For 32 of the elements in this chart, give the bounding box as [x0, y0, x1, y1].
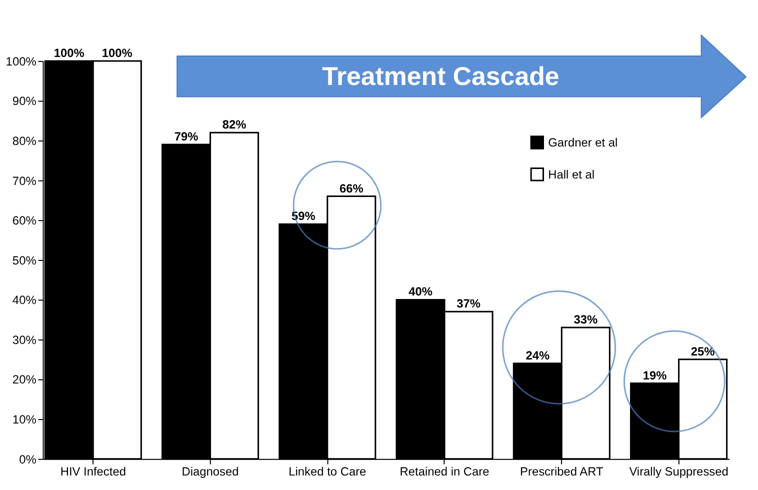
y-tick-label: 60% — [12, 214, 37, 228]
annotation: Treatment Cascade — [322, 62, 560, 91]
y-tick-label: 80% — [12, 134, 37, 148]
data-label: 40% — [408, 284, 433, 299]
x-tick-label: Virally Suppressed — [629, 464, 728, 478]
data-label: 25% — [690, 344, 716, 358]
y-tick-label: 40% — [12, 293, 37, 308]
y-tick-label: 10% — [12, 412, 37, 427]
data-label: 100% — [54, 46, 85, 60]
data-label: 19% — [642, 368, 668, 382]
y-tick-label: 50% — [12, 253, 37, 268]
data-label: 33% — [574, 312, 598, 327]
data-label: 79% — [174, 130, 199, 144]
data-label: 24% — [526, 348, 550, 362]
y-tick-label: 0% — [19, 452, 37, 466]
legend-label: Hall et al — [548, 167, 594, 182]
x-tick-label: Diagnosed — [182, 464, 239, 478]
data-label: 82% — [222, 118, 247, 132]
y-tick-label: 20% — [12, 372, 37, 387]
y-tick-label: 90% — [12, 94, 37, 108]
data-label: 66% — [339, 181, 364, 196]
x-tick-label: HIV Infected — [60, 464, 126, 478]
y-tick-label: 70% — [12, 174, 37, 188]
data-label: 59% — [291, 209, 316, 224]
y-tick-label: 30% — [12, 332, 37, 347]
legend-label: Gardner et al — [548, 136, 618, 150]
data-label: 100% — [102, 46, 133, 60]
x-tick-label: Retained in Care — [400, 464, 490, 478]
y-tick-label: 100% — [6, 54, 37, 68]
x-tick-label: Prescribed ART — [520, 464, 604, 478]
data-label: 37% — [456, 296, 481, 311]
x-tick-label: Linked to Care — [288, 464, 367, 478]
